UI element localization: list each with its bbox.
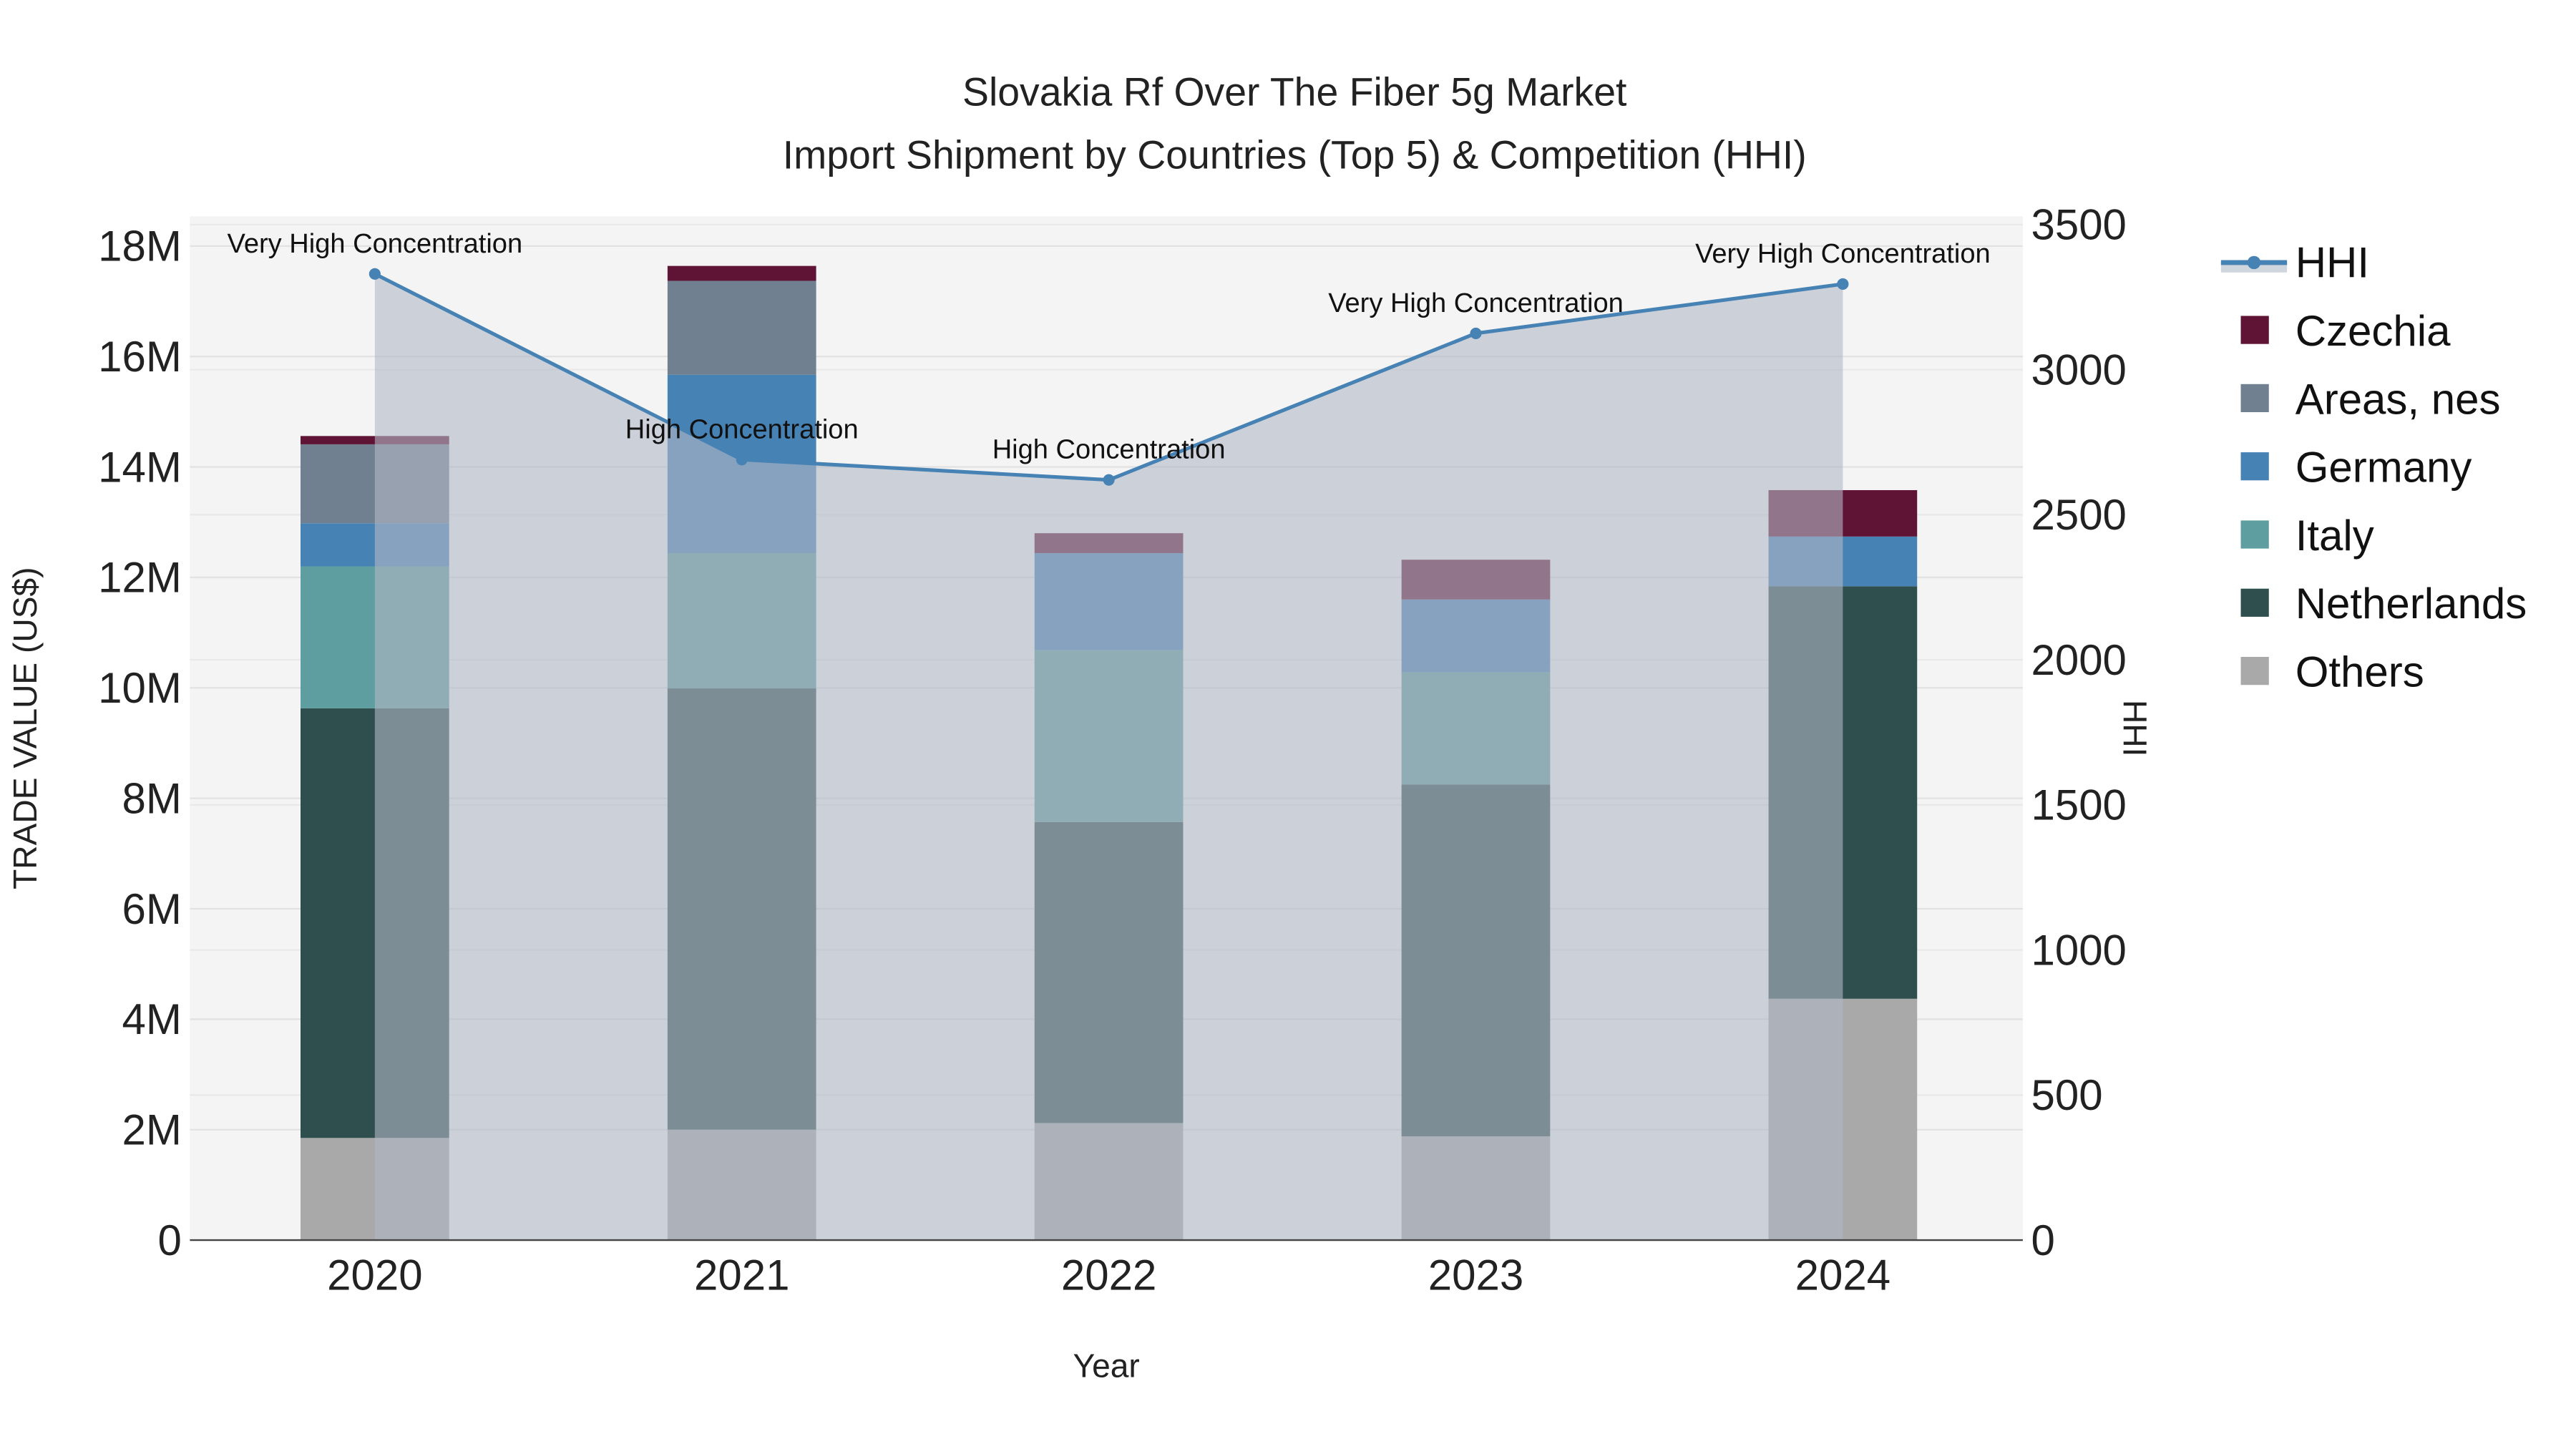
chart-subtitle: Import Shipment by Countries (Top 5) & C… [783, 132, 1807, 177]
y-tick-label: 12M [98, 554, 182, 602]
y2-axis-ticks: 0 500 1000 1500 2000 2500 3000 3500 [2031, 201, 2126, 1264]
bar-areas-nes-2021 [667, 280, 816, 375]
y-tick-label: 10M [98, 664, 182, 712]
y-axis-ticks: 0 2M 4M 6M 8M 10M 12M 14M 16M 18M [98, 223, 182, 1264]
legend-label: Areas, nes [2296, 375, 2501, 423]
hhi-point-2022 [1103, 474, 1115, 486]
y-tick-label: 8M [122, 774, 181, 822]
y-tick-label: 14M [98, 443, 182, 491]
x-tick-label: 2022 [1061, 1251, 1156, 1299]
legend: HHI Czechia Areas, nes Germany Italy Netherla… [2220, 239, 2527, 696]
y-tick-label: 0 [157, 1216, 181, 1264]
legend-label: Others [2296, 648, 2424, 696]
legend-swatch-germany [2240, 452, 2269, 481]
legend-swatch-netherlands [2240, 588, 2269, 617]
y2-axis-title: HHI [2117, 700, 2154, 756]
x-tick-label: 2023 [1428, 1251, 1523, 1299]
legend-label: Italy [2296, 512, 2374, 560]
x-tick-label: 2021 [694, 1251, 789, 1299]
legend-label: HHI [2296, 239, 2369, 287]
y2-tick-label: 0 [2031, 1216, 2054, 1264]
hhi-point-2023 [1470, 327, 1482, 339]
hhi-series: Very High Concentration High Concentratio… [228, 229, 1991, 1241]
hhi-annotation: Very High Concentration [1695, 239, 1991, 269]
bar-czechia-2021 [667, 265, 816, 281]
legend-swatch-italy [2240, 520, 2269, 549]
x-axis-ticks: 2020 2021 2022 2023 2024 [327, 1251, 1890, 1299]
hhi-annotation: Very High Concentration [1328, 288, 1624, 318]
x-tick-label: 2020 [327, 1251, 422, 1299]
y-tick-label: 18M [98, 223, 182, 270]
y2-tick-label: 2000 [2031, 636, 2126, 684]
hhi-annotation: High Concentration [625, 414, 859, 444]
chart-title: Slovakia Rf Over The Fiber 5g Market [962, 70, 1626, 114]
y-tick-label: 6M [122, 885, 181, 933]
legend-swatch-areas-nes [2240, 384, 2269, 412]
legend-label: Germany [2296, 444, 2472, 492]
y2-tick-label: 3500 [2031, 201, 2126, 249]
hhi-annotation: Very High Concentration [228, 229, 523, 259]
y2-tick-label: 1500 [2031, 781, 2126, 829]
hhi-area [374, 273, 1843, 1241]
legend-label: Czechia [2296, 307, 2451, 355]
y2-tick-label: 2500 [2031, 491, 2126, 539]
legend-label: Netherlands [2296, 580, 2527, 628]
legend-swatch-czechia [2240, 316, 2269, 344]
y-tick-label: 4M [122, 995, 181, 1043]
y2-tick-label: 1000 [2031, 926, 2126, 974]
legend-swatch-others [2240, 657, 2269, 686]
x-axis-title: Year [1073, 1347, 1140, 1385]
hhi-point-2024 [1837, 278, 1849, 291]
y-axis-title: TRADE VALUE (US$) [6, 567, 44, 889]
y2-tick-label: 500 [2031, 1071, 2102, 1119]
y2-tick-label: 3000 [2031, 346, 2126, 394]
legend-hhi-marker [2247, 255, 2261, 270]
x-tick-label: 2024 [1795, 1251, 1890, 1299]
hhi-point-2020 [369, 268, 381, 280]
hhi-annotation: High Concentration [992, 435, 1226, 465]
y-tick-label: 16M [98, 333, 182, 381]
hhi-point-2021 [736, 454, 748, 466]
y-tick-label: 2M [122, 1106, 181, 1153]
